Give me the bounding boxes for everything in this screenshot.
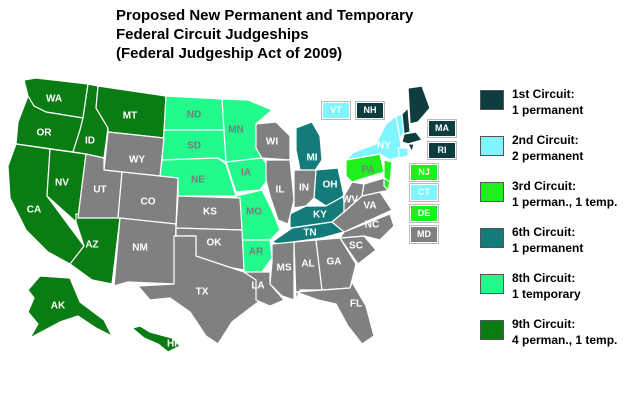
label-sc: SC — [349, 241, 363, 252]
legend-circuit: 3rd Circuit: — [512, 179, 577, 193]
label-mt: MT — [123, 111, 137, 122]
label-va: VA — [363, 201, 376, 212]
label-ks: KS — [203, 207, 217, 218]
label-mn: MN — [228, 125, 244, 136]
map-title: Proposed New Permanent and Temporary Fed… — [116, 6, 446, 63]
legend-detail: 2 permanent — [512, 149, 584, 163]
state-ak — [27, 275, 113, 339]
label-sd: SD — [187, 141, 201, 152]
legend-item: 3rd Circuit: 1 perman., 1 temp. — [480, 178, 626, 218]
state-ct — [397, 147, 409, 159]
chip-ct: CT — [410, 184, 438, 201]
label-or: OR — [37, 128, 53, 139]
label-nv: NV — [55, 178, 69, 189]
legend-detail: 1 permanent — [512, 103, 584, 117]
label-oh: OH — [323, 180, 338, 191]
label-wv: WV — [342, 195, 358, 206]
label-tn: TN — [303, 228, 316, 239]
state-al — [293, 239, 323, 301]
state-nm — [113, 217, 177, 287]
label-nd: ND — [187, 110, 201, 121]
legend-circuit: 1st Circuit: — [512, 87, 575, 101]
legend-item: 8th Circuit: 1 temporary — [480, 270, 626, 310]
label-mo: MO — [246, 207, 262, 218]
label-la: LA — [251, 281, 264, 292]
state-il — [265, 159, 295, 225]
label-fl: FL — [350, 299, 362, 310]
state-nc — [339, 213, 395, 241]
legend-swatch — [480, 320, 504, 340]
label-ut: UT — [93, 185, 106, 196]
label-ak: AK — [51, 301, 66, 312]
legend-item: 6th Circuit: 1 permanent — [480, 224, 626, 264]
state-hi — [131, 325, 181, 353]
state-la — [243, 271, 285, 307]
chip-vt: VT — [322, 102, 350, 119]
chip-ma: MA — [428, 120, 456, 137]
legend-detail: 1 perman., 1 temp. — [512, 195, 618, 209]
state-md — [361, 177, 391, 197]
legend-detail: 4 perman., 1 temp. — [512, 333, 618, 347]
legend-circuit: 6th Circuit: — [512, 225, 576, 239]
legend-detail: 1 permanent — [512, 241, 584, 255]
title-line: (Federal Judgeship Act of 2009) — [116, 45, 343, 62]
chip-md: MD — [410, 226, 438, 243]
legend-item: 9th Circuit: 4 perman., 1 temp. — [480, 316, 626, 356]
label-il: IL — [276, 185, 285, 196]
label-ok: OK — [207, 238, 223, 249]
chip-ri: RI — [428, 142, 456, 159]
legend-swatch — [480, 182, 504, 202]
legend-circuit: 8th Circuit: — [512, 271, 576, 285]
legend-circuit: 9th Circuit: — [512, 317, 576, 331]
legend-swatch — [480, 228, 504, 248]
label-in: IN — [299, 183, 309, 194]
label-co: CO — [141, 197, 156, 208]
chip-de: DE — [410, 205, 438, 222]
label-ia: IA — [241, 168, 251, 179]
state-mi — [295, 121, 323, 173]
label-ca: CA — [27, 205, 41, 216]
label-nm: NM — [132, 243, 148, 254]
label-ms: MS — [277, 263, 292, 274]
label-hi: HI — [167, 339, 177, 350]
label-al: AL — [301, 259, 314, 270]
state-ny — [345, 115, 403, 161]
state-tx — [137, 235, 259, 345]
legend-swatch — [480, 90, 504, 110]
legend-item: 1st Circuit: 1 permanent — [480, 86, 626, 126]
label-tx: TX — [196, 287, 209, 298]
label-az: AZ — [85, 240, 98, 251]
legend-swatch — [480, 136, 504, 156]
legend-swatch — [480, 274, 504, 294]
title-line: Proposed New Permanent and Temporary — [116, 7, 414, 24]
label-ny: NY — [377, 141, 391, 152]
legend-item: 2nd Circuit: 2 permanent — [480, 132, 626, 172]
label-ga: GA — [327, 257, 342, 268]
legend-circuit: 2nd Circuit: — [512, 133, 579, 147]
state-fl — [295, 281, 375, 345]
label-wi: WI — [266, 137, 278, 148]
chip-nj: NJ — [410, 164, 438, 181]
label-wy: WY — [129, 155, 145, 166]
title-line: Federal Circuit Judgeships — [116, 26, 309, 43]
state-in — [293, 169, 317, 209]
state-ga — [315, 237, 357, 291]
label-id: ID — [85, 136, 95, 147]
chip-nh: NH — [356, 102, 384, 119]
state-me — [407, 85, 431, 125]
state-ri — [407, 143, 415, 153]
label-ar: AR — [249, 247, 264, 258]
state-ma — [401, 131, 423, 145]
state-de — [383, 177, 391, 191]
state-nh — [401, 107, 411, 135]
label-ne: NE — [191, 175, 205, 186]
label-ky: KY — [313, 210, 327, 221]
label-mi: MI — [306, 153, 317, 164]
label-pa: PA — [361, 165, 374, 176]
label-wa: WA — [46, 94, 62, 105]
legend-detail: 1 temporary — [512, 287, 581, 301]
label-nc: NC — [365, 220, 379, 231]
